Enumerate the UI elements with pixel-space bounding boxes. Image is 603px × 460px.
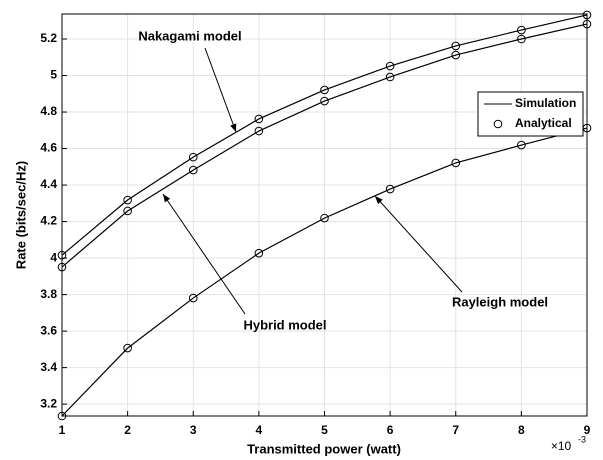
analytical-marker bbox=[188, 165, 198, 175]
simulation-line bbox=[61, 127, 588, 417]
analytical-marker bbox=[517, 34, 526, 44]
x-tick-label: 9 bbox=[584, 423, 591, 437]
analytical-marker bbox=[385, 184, 395, 194]
annotation-arrow bbox=[162, 193, 246, 315]
y-tick-label: 4.2 bbox=[40, 214, 57, 228]
x-exponent: -3 bbox=[578, 434, 586, 444]
y-tick-label: 5.2 bbox=[40, 31, 57, 45]
y-axis-label: Rate (bits/sec/Hz) bbox=[13, 161, 28, 269]
analytical-marker bbox=[254, 126, 264, 136]
analytical-marker bbox=[188, 293, 198, 303]
y-tick-label: 3.4 bbox=[40, 360, 57, 374]
x-tick-label: 7 bbox=[452, 423, 459, 437]
annotation: Nakagami model bbox=[138, 28, 241, 43]
x-tick-label: 6 bbox=[387, 423, 394, 437]
y-tick-label: 3.6 bbox=[40, 323, 57, 337]
analytical-marker bbox=[123, 195, 132, 205]
legend-label: Simulation bbox=[515, 96, 576, 110]
y-tick-label: 3.8 bbox=[40, 287, 57, 301]
analytical-marker bbox=[320, 85, 329, 95]
y-tick-label: 4 bbox=[50, 250, 57, 264]
analytical-marker bbox=[517, 140, 526, 150]
annotation: Rayleigh model bbox=[452, 294, 548, 309]
analytical-marker bbox=[254, 114, 264, 124]
analytical-marker bbox=[451, 50, 461, 60]
legend-marker bbox=[493, 119, 503, 129]
simulation-line bbox=[61, 23, 588, 268]
legend-box bbox=[477, 91, 584, 137]
x-tick-label: 5 bbox=[321, 423, 328, 437]
analytical-marker bbox=[320, 213, 329, 223]
x-tick-label: 4 bbox=[256, 423, 263, 437]
analytical-marker bbox=[451, 158, 461, 168]
legend: Simulation Analytical bbox=[477, 91, 584, 137]
x-tick-label: 1 bbox=[59, 423, 66, 437]
analytical-marker bbox=[123, 343, 132, 353]
x-axis-label: Transmitted power (watt) bbox=[247, 441, 401, 456]
x-tick-label: 8 bbox=[518, 423, 525, 437]
x-multiplier: ×10 bbox=[551, 439, 572, 453]
y-tick-label: 4.6 bbox=[40, 141, 57, 155]
analytical-marker bbox=[517, 25, 526, 35]
legend-label: Analytical bbox=[515, 116, 572, 130]
analytical-marker bbox=[385, 72, 395, 82]
annotation-arrow bbox=[374, 195, 463, 293]
x-tick-label: 2 bbox=[124, 423, 131, 437]
annotation: Hybrid model bbox=[243, 317, 326, 332]
y-tick-label: 4.8 bbox=[40, 104, 57, 118]
analytical-marker bbox=[188, 152, 198, 162]
simulation-line bbox=[61, 14, 588, 256]
analytical-marker bbox=[385, 61, 395, 71]
analytical-marker bbox=[320, 96, 329, 106]
y-tick-label: 5 bbox=[50, 68, 57, 82]
y-tick-label: 4.4 bbox=[40, 177, 57, 191]
analytical-marker bbox=[254, 248, 264, 258]
plot bbox=[57, 10, 592, 421]
annotation-arrow bbox=[204, 47, 237, 133]
y-tick-label: 3.2 bbox=[40, 396, 57, 410]
analytical-marker bbox=[123, 206, 132, 216]
analytical-marker bbox=[451, 41, 461, 51]
x-tick-label: 3 bbox=[190, 423, 197, 437]
